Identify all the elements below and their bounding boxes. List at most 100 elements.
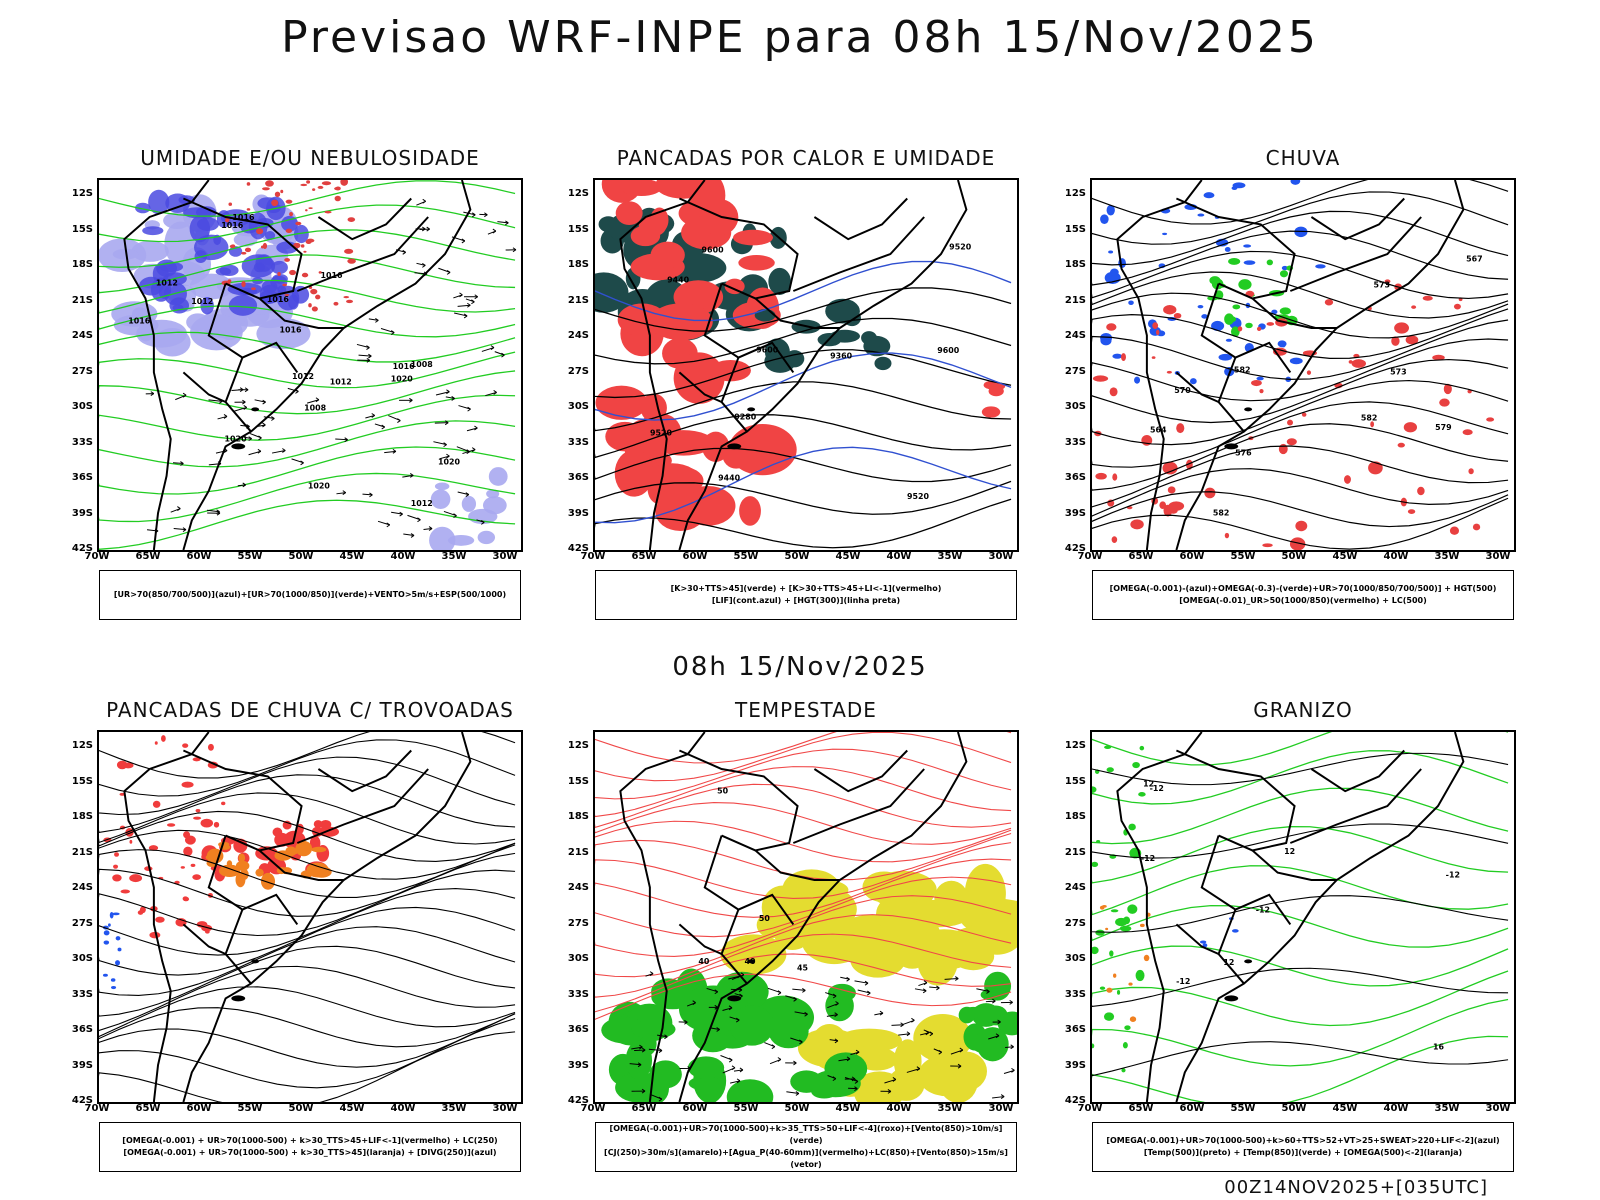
lat-tick-label: 15S bbox=[567, 775, 589, 787]
lat-tick-label: 39S bbox=[1064, 1059, 1086, 1071]
lat-tick-label: 30S bbox=[1064, 953, 1086, 964]
contour-label: 40 bbox=[744, 957, 756, 966]
forecast-map: 40 50 40 50 45 bbox=[595, 732, 1017, 1102]
lon-tick-label: 40W bbox=[390, 1103, 416, 1114]
lat-tick-label: 36S bbox=[567, 472, 589, 483]
lon-tick-label: 70W bbox=[1077, 1103, 1103, 1114]
lon-tick-label: 45W bbox=[339, 1103, 365, 1114]
lat-tick-label: 15S bbox=[1064, 223, 1086, 235]
contour-label: 1016 bbox=[267, 295, 290, 304]
lon-tick-label: 50W bbox=[288, 551, 314, 562]
contour-label: 9600 bbox=[937, 346, 960, 355]
lon-tick-label: 50W bbox=[1281, 551, 1307, 562]
lon-tick-label: 65W bbox=[135, 1103, 161, 1114]
lon-tick-label: 50W bbox=[784, 1103, 810, 1114]
panel-title: GRANIZO bbox=[1253, 698, 1353, 722]
contour-label: 1016 bbox=[232, 213, 255, 222]
contour-label: 1012 bbox=[411, 499, 433, 508]
lat-tick-label: 24S bbox=[71, 882, 93, 893]
legend-box: [OMEGA(-0.001)+UR>70(1000-500)+k>60+TTS>… bbox=[1092, 1122, 1514, 1172]
contour-label: 9520 bbox=[949, 243, 972, 252]
legend-line: [OMEGA(-0.01)_UR>50(1000/850)(vermelho) … bbox=[1179, 596, 1427, 605]
lat-tick-label: 33S bbox=[71, 436, 93, 448]
lat-tick-label: 33S bbox=[71, 988, 93, 1000]
lon-tick-label: 65W bbox=[631, 1103, 657, 1114]
lat-tick-label: 18S bbox=[567, 811, 589, 822]
lon-tick-label: 35W bbox=[441, 1103, 467, 1114]
legend-box: [OMEGA(-0.001)+UR>70(1000-500)+k>35_TTS>… bbox=[595, 1122, 1017, 1172]
legend-line: [OMEGA(-0.001) + UR>70(1000-500) + k>30_… bbox=[122, 1136, 498, 1145]
lon-tick-label: 35W bbox=[1434, 1103, 1460, 1114]
lat-tick-label: 18S bbox=[1064, 811, 1086, 822]
contour-label: 50 bbox=[759, 914, 771, 923]
lat-tick-label: 30S bbox=[1064, 401, 1086, 412]
lon-tick-label: 50W bbox=[1281, 1103, 1307, 1114]
lon-tick-label: 70W bbox=[580, 551, 606, 562]
panel-title: TEMPESTADE bbox=[735, 698, 877, 722]
lat-tick-label: 24S bbox=[567, 330, 589, 341]
lon-tick-label: 55W bbox=[237, 1103, 263, 1114]
lat-tick-label: 27S bbox=[1064, 365, 1086, 377]
lat-tick-label: 24S bbox=[567, 882, 589, 893]
lat-tick-label: 33S bbox=[567, 436, 589, 448]
legend-box: [OMEGA(-0.001) + UR>70(1000-500) + k>30_… bbox=[99, 1122, 521, 1172]
contour-label: 582 bbox=[1361, 414, 1378, 423]
lat-tick-label: 21S bbox=[71, 294, 93, 306]
panel-title: PANCADAS DE CHUVA C/ TROVOADAS bbox=[106, 698, 514, 722]
geography-lines bbox=[1116, 180, 1465, 550]
lat-tick-label: 12S bbox=[71, 740, 93, 751]
lat-tick-label: 21S bbox=[567, 846, 589, 858]
contour-label: -12 bbox=[1176, 977, 1190, 986]
legend-box: [UR>70(850/700/500)](azul)+[UR>70(1000/8… bbox=[99, 570, 521, 620]
lon-tick-label: 50W bbox=[784, 551, 810, 562]
lon-tick-label: 65W bbox=[1128, 551, 1154, 562]
geography-lines bbox=[123, 732, 472, 1102]
forecast-map: 1012101210161016102010161016101210201020… bbox=[99, 180, 517, 550]
lon-tick-label: 55W bbox=[733, 551, 759, 562]
lat-tick-label: 18S bbox=[71, 259, 93, 270]
lat-tick-label: 42S bbox=[567, 1095, 589, 1106]
lat-tick-label: 12S bbox=[567, 188, 589, 199]
legend-line: [K>30+TTS>45](verde) + [K>30+TTS>45+LI<-… bbox=[670, 584, 942, 593]
lat-tick-label: 33S bbox=[1064, 436, 1086, 448]
lat-tick-label: 15S bbox=[71, 223, 93, 235]
lon-tick-label: 45W bbox=[1332, 551, 1358, 562]
forecast-map: 582 582 582 576 579 573 570 567 573 564 bbox=[1092, 180, 1509, 550]
contour-label: 564 bbox=[1150, 426, 1167, 435]
lat-tick-label: 24S bbox=[71, 330, 93, 341]
contour-label: 1016 bbox=[128, 317, 151, 326]
lat-tick-label: 21S bbox=[1064, 294, 1086, 306]
contour-label: 1016 bbox=[393, 362, 416, 371]
lon-tick-label: 30W bbox=[1485, 1103, 1511, 1114]
lat-tick-label: 21S bbox=[567, 294, 589, 306]
contour-label: -12 bbox=[1150, 784, 1164, 793]
lon-tick-label: 55W bbox=[237, 551, 263, 562]
panel-title: PANCADAS POR CALOR E UMIDADE bbox=[616, 146, 996, 170]
lat-tick-label: 27S bbox=[1064, 917, 1086, 929]
contour-label: 567 bbox=[1466, 255, 1483, 264]
contour-label: 12 bbox=[1284, 847, 1295, 856]
lon-tick-label: 65W bbox=[1128, 1103, 1154, 1114]
lat-tick-label: 12S bbox=[567, 740, 589, 751]
forecast-map bbox=[99, 732, 516, 1102]
legend-line: [Temp(500)](preto) + [Temp(850)](verde) … bbox=[1143, 1148, 1463, 1157]
lon-tick-label: 30W bbox=[492, 1103, 518, 1114]
lat-tick-label: 21S bbox=[71, 846, 93, 858]
lat-tick-label: 15S bbox=[1064, 775, 1086, 787]
lon-tick-label: 50W bbox=[288, 1103, 314, 1114]
legend-line: [LIF](cont.azul) + [HGT(300)](linha pret… bbox=[711, 596, 901, 605]
contour-label: 9360 bbox=[830, 351, 853, 360]
map-frame: 582 582 582 576 579 573 570 567 573 564 bbox=[1090, 178, 1516, 552]
map-frame: 1012 1012 1016 1016 1020 1016 1016 1012 1020 1020… bbox=[97, 178, 523, 552]
lat-tick-label: 18S bbox=[71, 811, 93, 822]
contour-label: 9520 bbox=[907, 492, 930, 501]
lon-tick-label: 70W bbox=[84, 551, 110, 562]
lon-tick-label: 55W bbox=[733, 1103, 759, 1114]
lat-tick-label: 36S bbox=[567, 1024, 589, 1035]
legend-line: [OMEGA(-0.001) + UR>70(1000-500) + k>30_… bbox=[123, 1148, 497, 1157]
lat-tick-label: 42S bbox=[1064, 543, 1086, 554]
contour-label: 1016 bbox=[279, 326, 302, 335]
contour-label: 1020 bbox=[391, 374, 414, 383]
contour-label: 1012 bbox=[191, 297, 213, 306]
contour-label: 12 bbox=[1143, 779, 1154, 788]
